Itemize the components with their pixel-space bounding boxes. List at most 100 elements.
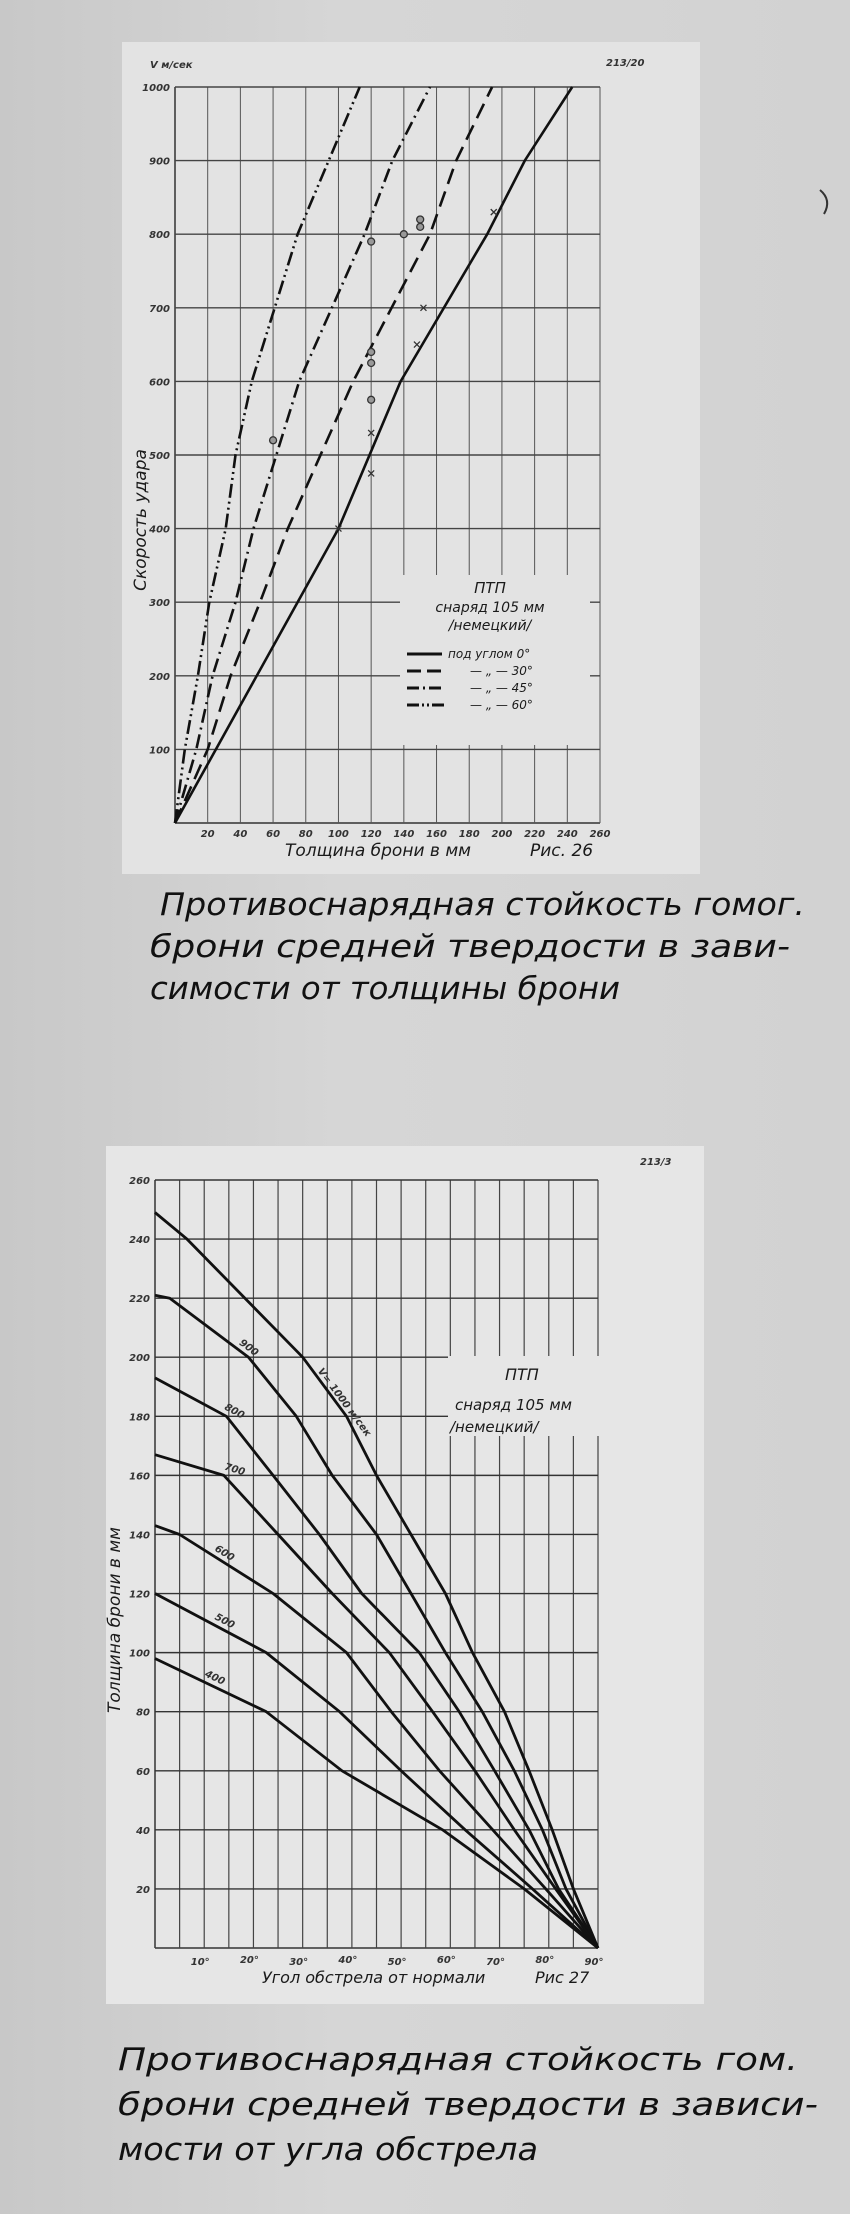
- fig27-paper: [106, 1146, 704, 2004]
- x-tick-label: 60: [266, 829, 280, 840]
- y-tick-label: 100: [129, 1649, 150, 1660]
- y-tick-label: 40: [135, 1826, 150, 1837]
- fig26-caption: Противоснарядная стойкость гомог. брони …: [150, 887, 805, 1007]
- fig27-x-axis-label: Угол обстрела от нормали: [262, 1968, 485, 1987]
- data-point-circle: [268, 436, 278, 445]
- series-line-v1000: [154, 1211, 600, 1949]
- data-point-circle: [416, 215, 425, 224]
- x-tick-label: 40: [232, 829, 247, 840]
- data-point-cross: [335, 525, 342, 533]
- fig27-sheet-number: 213/3: [640, 1157, 672, 1168]
- series-line-v800: [154, 1376, 600, 1949]
- y-tick-label: 140: [129, 1530, 150, 1541]
- y-tick-label: 160: [129, 1471, 150, 1482]
- x-tick-label: 60°: [437, 1955, 456, 1966]
- series-line-v600: [154, 1524, 600, 1949]
- fig27-tick-labels: 20 40 60 80 100 120 140 160 180 200 220 240 260 10° 20…: [129, 1176, 603, 1968]
- y-tick-label: 60: [136, 1767, 150, 1778]
- series-line-0deg: [173, 86, 574, 824]
- fig26-y-unit: V м/сек: [150, 60, 193, 71]
- x-tick-label: 50°: [388, 1957, 407, 1968]
- y-tick-label: 500: [149, 451, 170, 462]
- legend-title-1: ПТП: [474, 579, 506, 597]
- fig27-chart: 20 40 60 80 100 120 140 160 180 200 220 240 260 10° 20…: [105, 1157, 672, 1987]
- series-line-30deg: [173, 86, 494, 824]
- x-tick-label: 10°: [191, 1957, 210, 1968]
- legend-entry-0: под углом 0°: [448, 647, 530, 661]
- fig27-caption-line-3: мости от угла обстрела: [118, 2132, 538, 2168]
- x-tick-label: 180: [459, 829, 480, 840]
- fig26-x-axis-label: Толщина брони в мм: [285, 841, 471, 861]
- data-point-circle: [367, 347, 376, 357]
- x-tick-label: 140: [393, 829, 414, 840]
- series-line-60deg: [173, 86, 361, 824]
- fig26-legend: ПТП снаряд 105 мм /немецкий/ под углом 0…: [400, 575, 590, 745]
- x-tick-label: 160: [426, 829, 447, 840]
- x-tick-label: 200: [491, 829, 512, 840]
- legend-entry-45: — „ — 45°: [470, 681, 533, 695]
- fig27-figure-label: Рис 27: [535, 1968, 590, 1987]
- data-point-circle: [367, 237, 376, 246]
- data-point-cross: [490, 208, 498, 216]
- y-tick-label: 100: [149, 745, 170, 756]
- x-tick-label: 80: [299, 829, 313, 840]
- y-tick-label: 600: [149, 377, 170, 388]
- fig27-y-axis-label: Толщина брони в мм: [105, 1527, 125, 1713]
- data-point-cross: [420, 304, 427, 312]
- fig26-markers: [268, 208, 498, 533]
- data-point-circle: [399, 230, 408, 239]
- y-tick-label: 220: [129, 1294, 150, 1305]
- x-tick-label: 20: [201, 829, 215, 840]
- y-tick-label: 240: [129, 1235, 150, 1246]
- x-tick-label: 20°: [240, 1955, 259, 1966]
- annotation-background: [448, 1356, 603, 1436]
- fig27-caption: Противоснарядная стойкость гом. брони ср…: [118, 2042, 818, 2168]
- x-tick-label: 40°: [337, 1955, 357, 1966]
- data-point-cross: [367, 429, 375, 437]
- data-point-circle: [367, 395, 376, 404]
- margin-mark: [819, 189, 829, 215]
- fig26-y-axis-label: Скорость удара: [131, 449, 151, 591]
- x-tick-label: 240: [557, 829, 578, 840]
- x-tick-label: 80°: [535, 1955, 554, 1966]
- y-tick-label: 200: [129, 1353, 150, 1364]
- fig27-annotation-1: ПТП: [505, 1365, 539, 1384]
- series-line-v900: [154, 1293, 600, 1949]
- x-tick-label: 90°: [585, 1957, 604, 1968]
- legend-title-2: снаряд 105 мм: [435, 600, 545, 616]
- x-tick-label: 70°: [486, 1957, 505, 1968]
- fig27-caption-line-1: Противоснарядная стойкость гом.: [118, 2042, 798, 2078]
- fig26-sheet-number: 213/20: [606, 58, 644, 69]
- y-tick-label: 180: [129, 1412, 150, 1423]
- series-line-v400: [154, 1657, 599, 1950]
- fig27-annotation-3: /немецкий/: [448, 1418, 540, 1436]
- fig26-caption-line-3: симости от толщины брони: [150, 971, 620, 1007]
- fig27-caption-line-2: брони средней твердости в зависи-: [118, 2087, 818, 2123]
- data-point-cross: [367, 469, 375, 477]
- y-tick-label: 900: [149, 157, 170, 168]
- y-tick-label: 300: [149, 598, 170, 609]
- y-tick-label: 120: [129, 1590, 150, 1601]
- y-tick-label: 200: [149, 672, 170, 683]
- y-tick-label: 1000: [142, 83, 170, 94]
- y-tick-label: 800: [149, 230, 170, 241]
- fig26-caption-line-1: Противоснарядная стойкость гомог.: [160, 887, 805, 923]
- fig26-tick-labels: 20 40 60 80 100 120 140 160 180 200 220 240 260 100 20…: [142, 83, 610, 840]
- legend-entry-30: — „ — 30°: [470, 664, 533, 678]
- series-line-v700: [154, 1453, 600, 1949]
- fig27-series: [154, 1211, 600, 1950]
- x-tick-label: 100: [328, 829, 349, 840]
- y-tick-label: 400: [148, 525, 170, 536]
- x-tick-label: 220: [524, 829, 545, 840]
- y-tick-label: 260: [129, 1176, 150, 1187]
- y-tick-label: 80: [136, 1708, 150, 1719]
- x-tick-label: 260: [590, 829, 611, 840]
- fig26-chart: 20 40 60 80 100 120 140 160 180 200 220 240 260 100 20…: [131, 58, 644, 861]
- series-line-v500: [154, 1592, 599, 1950]
- x-tick-label: 30°: [289, 1957, 308, 1968]
- legend-background: [400, 575, 590, 745]
- fig27-annotation-2: снаряд 105 мм: [455, 1396, 572, 1414]
- data-point-cross: [413, 341, 421, 349]
